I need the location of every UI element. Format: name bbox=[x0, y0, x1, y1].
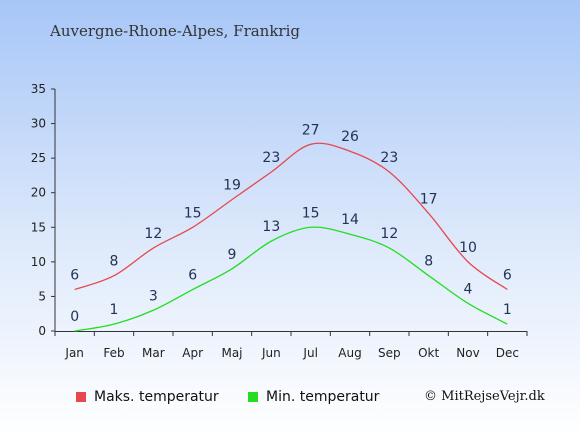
data-label-max: 27 bbox=[302, 122, 320, 138]
data-label-max: 23 bbox=[380, 150, 398, 166]
x-tick-label: Dec bbox=[496, 346, 519, 360]
x-tick-label: Jul bbox=[302, 346, 317, 360]
data-label-min: 0 bbox=[70, 309, 79, 325]
x-tick-label: Sep bbox=[378, 346, 401, 360]
x-tick-label: Okt bbox=[418, 346, 439, 360]
chart-title: Auvergne-Rhone-Alpes, Frankrig bbox=[50, 22, 300, 40]
legend-label-min: Min. temperatur bbox=[266, 389, 380, 405]
data-label-min: 9 bbox=[228, 247, 237, 263]
data-label-min: 1 bbox=[110, 302, 119, 318]
data-label-min: 3 bbox=[149, 288, 158, 304]
legend-item-min: Min. temperatur bbox=[248, 389, 379, 405]
x-tick-label: Maj bbox=[221, 346, 242, 360]
series-line-max bbox=[74, 142, 508, 291]
x-tick-label: Nov bbox=[456, 346, 479, 360]
y-tick-label: 5 bbox=[38, 289, 46, 303]
data-label-min: 1 bbox=[503, 302, 512, 318]
data-label-max: 26 bbox=[341, 129, 359, 145]
data-label-max: 23 bbox=[262, 150, 280, 166]
credit-text: © MitRejseVejr.dk bbox=[424, 389, 545, 404]
legend-swatch-min bbox=[248, 392, 258, 402]
series-line-min bbox=[74, 226, 508, 332]
x-tick-label: Apr bbox=[182, 346, 203, 360]
data-label-max: 6 bbox=[503, 268, 512, 284]
data-label-min: 12 bbox=[380, 226, 398, 242]
data-label-min: 4 bbox=[464, 281, 473, 297]
y-tick-label: 10 bbox=[31, 255, 46, 269]
x-tick-label: Mar bbox=[142, 346, 165, 360]
data-label-min: 6 bbox=[188, 268, 197, 284]
data-label-max: 12 bbox=[144, 226, 162, 242]
y-tick-label: 35 bbox=[31, 82, 46, 96]
data-label-min: 8 bbox=[424, 254, 433, 270]
y-tick-label: 0 bbox=[38, 324, 46, 338]
x-tick-label: Jun bbox=[261, 346, 281, 360]
data-label-max: 8 bbox=[110, 254, 119, 270]
series-lines bbox=[74, 142, 508, 332]
data-label-max: 15 bbox=[184, 205, 202, 221]
data-label-max: 10 bbox=[459, 240, 477, 256]
data-label-max: 17 bbox=[420, 191, 438, 207]
data-label-min: 13 bbox=[262, 219, 280, 235]
data-label-min: 14 bbox=[341, 212, 359, 228]
legend-item-max: Maks. temperatur bbox=[76, 389, 219, 405]
y-tick-label: 20 bbox=[31, 186, 46, 200]
legend-label-max: Maks. temperatur bbox=[94, 389, 219, 405]
x-tick-label: Aug bbox=[338, 346, 361, 360]
data-label-max: 19 bbox=[223, 178, 241, 194]
x-tick-label: Feb bbox=[103, 346, 124, 360]
data-label-max: 6 bbox=[70, 268, 79, 284]
y-tick-label: 15 bbox=[31, 220, 46, 234]
data-label-min: 15 bbox=[302, 205, 320, 221]
y-tick-label: 30 bbox=[31, 117, 46, 131]
y-tick-label: 25 bbox=[31, 151, 46, 165]
x-tick-label: Jan bbox=[64, 346, 84, 360]
legend-swatch-max bbox=[76, 392, 86, 402]
